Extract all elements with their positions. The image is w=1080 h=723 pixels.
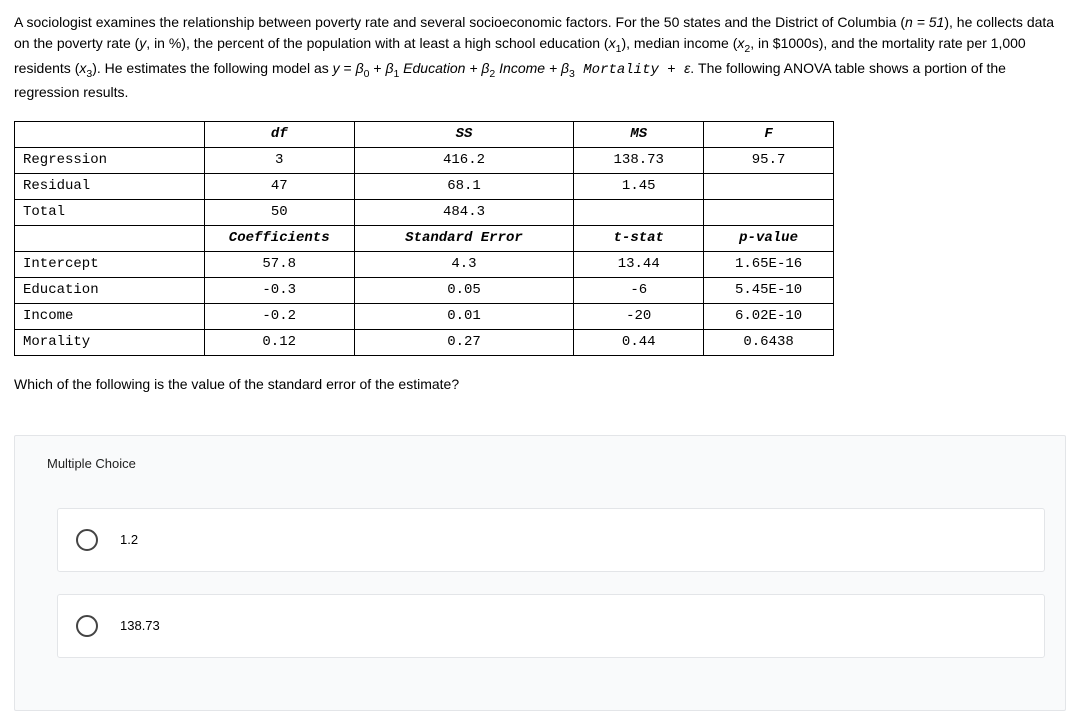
cell-p: 5.45E-10 — [704, 278, 834, 304]
row-label: Education — [15, 278, 205, 304]
multiple-choice-area: Multiple Choice 1.2 138.73 — [14, 435, 1066, 711]
multiple-choice-label: Multiple Choice — [47, 454, 1045, 474]
table-row: Residual 47 68.1 1.45 — [15, 174, 834, 200]
table-row: Intercept 57.8 4.3 13.44 1.65E-16 — [15, 252, 834, 278]
cell-t: -20 — [574, 304, 704, 330]
cell-ss: 68.1 — [354, 174, 574, 200]
hdr-ss: SS — [354, 122, 574, 148]
model-y: y — [333, 60, 340, 76]
radio-icon[interactable] — [76, 615, 98, 637]
cell-ms: 1.45 — [574, 174, 704, 200]
mc-option-2[interactable]: 138.73 — [57, 594, 1045, 658]
cell-p: 6.02E-10 — [704, 304, 834, 330]
t3-mono: Mortality + — [575, 62, 684, 78]
row-label: Regression — [15, 148, 205, 174]
p5: ). He estimates the following model as — [92, 60, 332, 76]
cell-ss: 484.3 — [354, 200, 574, 226]
intro-part1: A sociologist examines the relationship … — [14, 14, 905, 30]
question-text: A sociologist examines the relationship … — [14, 12, 1066, 103]
anova-table: df SS MS F Regression 3 416.2 138.73 95.… — [14, 121, 834, 356]
cell-f: 95.7 — [704, 148, 834, 174]
n-eq: n = 51 — [905, 14, 944, 30]
table-row: Education -0.3 0.05 -6 5.45E-10 — [15, 278, 834, 304]
table-row: Regression 3 416.2 138.73 95.7 — [15, 148, 834, 174]
hdr-p: p-value — [704, 226, 834, 252]
cell-f — [704, 200, 834, 226]
cell-ms: 138.73 — [574, 148, 704, 174]
cell-se: 0.05 — [354, 278, 574, 304]
cell-coef: 57.8 — [204, 252, 354, 278]
row-label: Residual — [15, 174, 205, 200]
hdr-coef: Coefficients — [204, 226, 354, 252]
cell-coef: 0.12 — [204, 330, 354, 356]
mc-option-label: 138.73 — [120, 616, 160, 636]
cell-t: 13.44 — [574, 252, 704, 278]
cell-coef: -0.2 — [204, 304, 354, 330]
p3: ), median income ( — [621, 35, 737, 51]
model-eq: = — [340, 60, 356, 76]
hdr-df: df — [204, 122, 354, 148]
y-units: , in %), the percent of the population w… — [146, 35, 608, 51]
table-row: Income -0.2 0.01 -20 6.02E-10 — [15, 304, 834, 330]
hdr-t: t-stat — [574, 226, 704, 252]
mc-option-label: 1.2 — [120, 530, 138, 550]
cell-p: 0.6438 — [704, 330, 834, 356]
cell-se: 0.01 — [354, 304, 574, 330]
hdr-ms: MS — [574, 122, 704, 148]
b3: β — [561, 60, 569, 76]
b0: β — [356, 60, 364, 76]
t2: Income + — [495, 60, 561, 76]
hdr2-blank — [15, 226, 205, 252]
cell-t: 0.44 — [574, 330, 704, 356]
mc-option-1[interactable]: 1.2 — [57, 508, 1045, 572]
cell-coef: -0.3 — [204, 278, 354, 304]
cell-p: 1.65E-16 — [704, 252, 834, 278]
cell-se: 4.3 — [354, 252, 574, 278]
cell-ms — [574, 200, 704, 226]
cell-f — [704, 174, 834, 200]
row-label: Income — [15, 304, 205, 330]
cell-df: 50 — [204, 200, 354, 226]
row-label: Intercept — [15, 252, 205, 278]
row-label: Total — [15, 200, 205, 226]
plus1: + — [369, 60, 385, 76]
radio-icon[interactable] — [76, 529, 98, 551]
hdr-se: Standard Error — [354, 226, 574, 252]
table-row: Total 50 484.3 — [15, 200, 834, 226]
cell-t: -6 — [574, 278, 704, 304]
hdr-blank — [15, 122, 205, 148]
cell-se: 0.27 — [354, 330, 574, 356]
row-label: Morality — [15, 330, 205, 356]
sub-question: Which of the following is the value of t… — [14, 374, 1066, 395]
t1: Education + — [399, 60, 481, 76]
hdr-f: F — [704, 122, 834, 148]
table-row: Morality 0.12 0.27 0.44 0.6438 — [15, 330, 834, 356]
cell-df: 3 — [204, 148, 354, 174]
x1: x — [609, 35, 616, 51]
cell-ss: 416.2 — [354, 148, 574, 174]
cell-df: 47 — [204, 174, 354, 200]
